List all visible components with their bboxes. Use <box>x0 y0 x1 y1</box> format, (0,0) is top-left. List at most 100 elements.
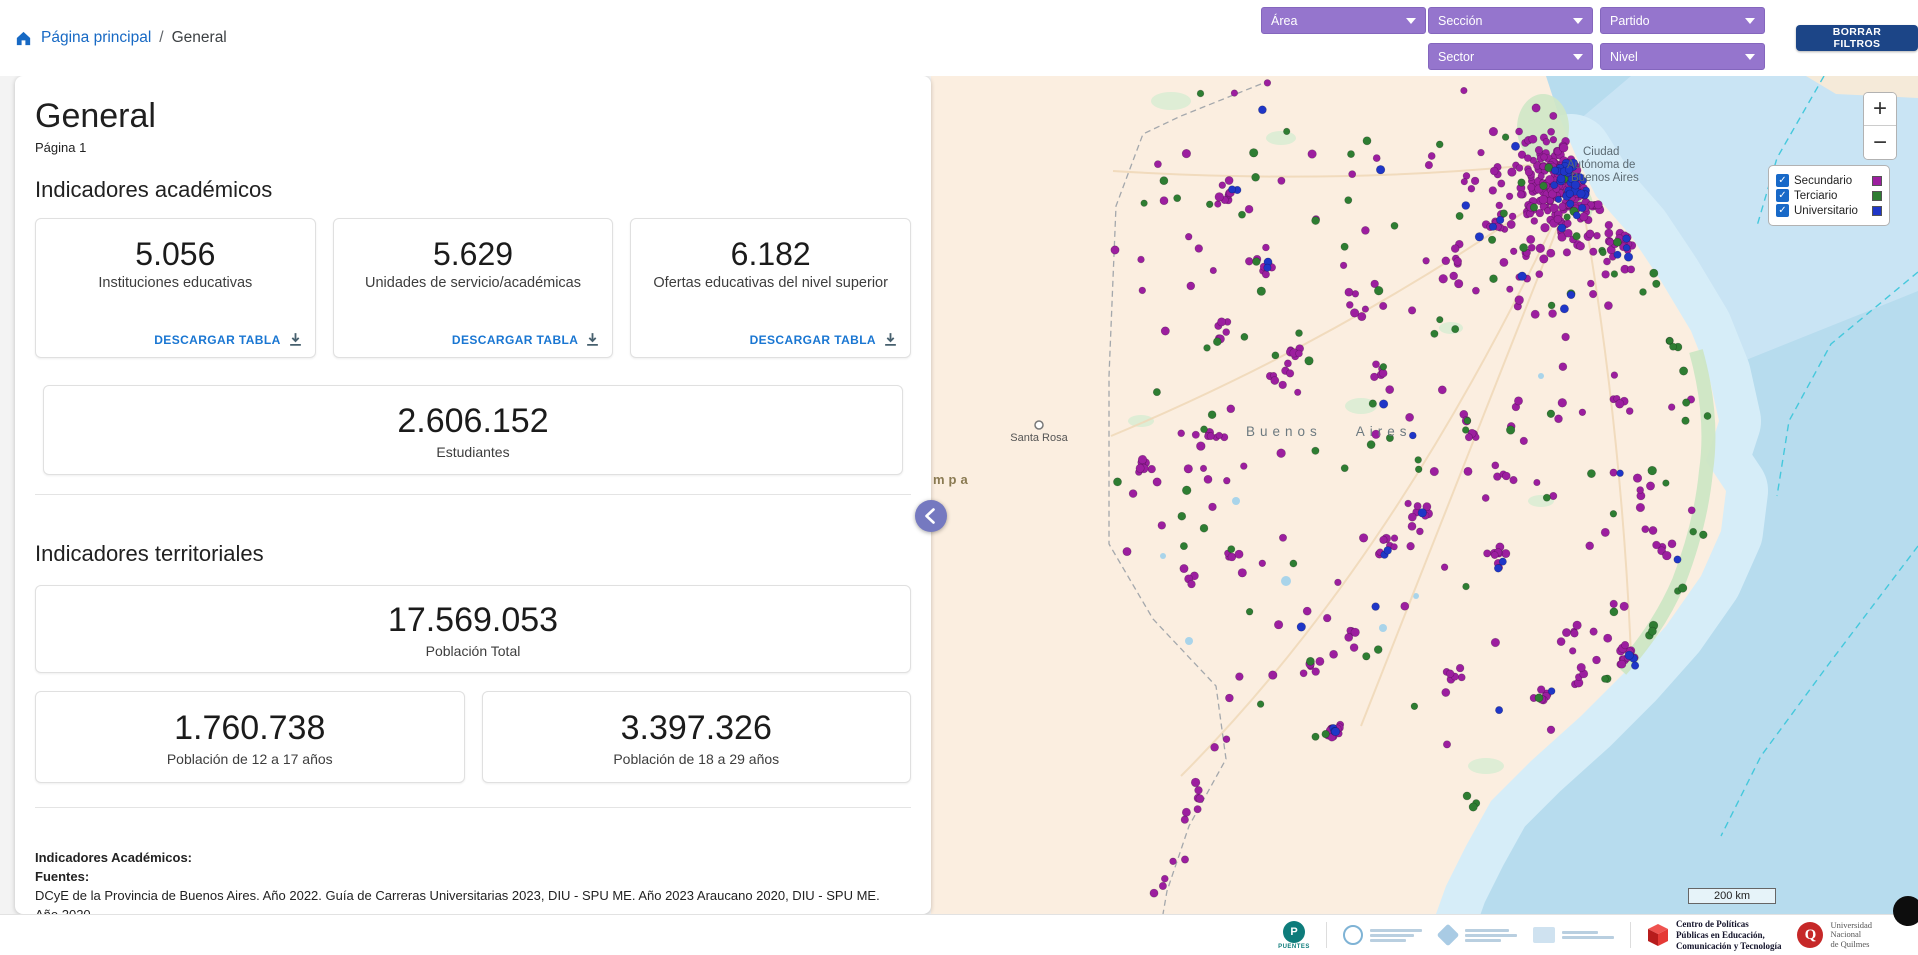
stat-label: Población de 12 a 17 años <box>36 751 464 767</box>
card-ofertas: 6.182 Ofertas educativas del nivel super… <box>630 218 911 358</box>
legend-checkbox-universitario[interactable]: ✓ <box>1776 204 1789 217</box>
floating-button[interactable] <box>1893 896 1918 926</box>
puentes-logo: P PUENTES <box>1278 921 1310 950</box>
stat-label: Unidades de servicio/académicas <box>334 275 613 291</box>
map-legend: ✓ Secundario ✓ Terciario ✓ Universitario <box>1768 165 1890 226</box>
divider <box>1630 922 1631 948</box>
footnote-sources-text: DCyE de la Provincia de Buenos Aires. Añ… <box>35 886 911 905</box>
academic-cards-row: 5.056 Instituciones educativas DESCARGAR… <box>35 218 911 358</box>
filter-partido-label: Partido <box>1610 14 1650 28</box>
divider <box>1326 922 1327 948</box>
red-cube-icon <box>1647 923 1669 947</box>
unq-emblem-icon: Q <box>1797 922 1823 948</box>
filter-seccion-label: Sección <box>1438 14 1482 28</box>
page-subtitle: Página 1 <box>35 140 911 155</box>
gov-emblem-icon <box>1437 924 1460 947</box>
gov-emblem-icon <box>1533 927 1555 943</box>
map-label-santa-rosa: Santa Rosa <box>1010 432 1068 444</box>
download-icon <box>883 332 898 347</box>
card-poblacion-12-17: 1.760.738 Población de 12 a 17 años <box>35 691 465 783</box>
section-heading-territoriales: Indicadores territoriales <box>35 541 911 567</box>
legend-row-secundario: ✓ Secundario <box>1776 174 1882 187</box>
home-icon[interactable] <box>14 29 33 48</box>
breadcrumb: Página principal / General <box>14 0 227 76</box>
unq-text-line: de Quilmes <box>1830 940 1872 950</box>
legend-swatch-universitario <box>1872 206 1882 216</box>
card-estudiantes: 2.606.152 Estudiantes <box>43 385 903 475</box>
gov-logo-1 <box>1343 925 1422 945</box>
topbar: Página principal / General Área Sección … <box>0 0 1918 76</box>
stat-value: 5.056 <box>36 235 315 273</box>
footnote-heading: Indicadores Académicos: <box>35 848 911 867</box>
download-table-link[interactable]: DESCARGAR TABLA <box>154 332 302 347</box>
breadcrumb-home-link[interactable]: Página principal <box>41 29 151 47</box>
download-table-link[interactable]: DESCARGAR TABLA <box>750 332 898 347</box>
stat-value: 17.569.053 <box>36 600 910 640</box>
filter-sector-select[interactable]: Sector <box>1428 43 1593 70</box>
divider <box>35 807 911 808</box>
stat-label: Población Total <box>36 643 910 659</box>
cppect-text-line: Públicas en Educación, <box>1676 930 1782 941</box>
filter-area-select[interactable]: Área <box>1261 7 1426 34</box>
chevron-down-icon <box>1745 18 1755 24</box>
chevron-down-icon <box>1573 18 1583 24</box>
download-icon <box>585 332 600 347</box>
legend-swatch-secundario <box>1872 176 1882 186</box>
filter-sector-label: Sector <box>1438 50 1474 64</box>
breadcrumb-current: General <box>172 29 227 47</box>
footnote-sources-heading: Fuentes: <box>35 867 911 886</box>
puentes-label: PUENTES <box>1278 944 1310 950</box>
legend-checkbox-terciario[interactable]: ✓ <box>1776 189 1789 202</box>
stat-value: 3.397.326 <box>483 708 911 748</box>
stat-label: Ofertas educativas del nivel superior <box>631 275 910 291</box>
map-label-caba: Buenos Aires <box>1571 172 1639 184</box>
download-table-label: DESCARGAR TABLA <box>452 333 578 347</box>
map-scale: 200 km <box>1688 888 1776 904</box>
map-label-caba: Autónoma de <box>1567 159 1635 171</box>
legend-checkbox-secundario[interactable]: ✓ <box>1776 174 1789 187</box>
panel-collapse-button[interactable] <box>915 500 947 532</box>
stat-label: Población de 18 a 29 años <box>483 751 911 767</box>
legend-label: Terciario <box>1794 190 1867 202</box>
cppect-text-line: Comunicación y Tecnología <box>1676 941 1782 952</box>
download-icon <box>288 332 303 347</box>
santa-rosa-marker <box>1035 421 1043 429</box>
legend-row-universitario: ✓ Universitario <box>1776 204 1882 217</box>
stat-label: Instituciones educativas <box>36 275 315 291</box>
filter-nivel-label: Nivel <box>1610 50 1638 64</box>
section-heading-academicos: Indicadores académicos <box>35 177 911 203</box>
stat-value: 1.760.738 <box>36 708 464 748</box>
chevron-left-icon <box>915 500 947 532</box>
card-poblacion-18-29: 3.397.326 Población de 18 a 29 años <box>482 691 912 783</box>
filter-seccion-select[interactable]: Sección <box>1428 7 1593 34</box>
territorial-cards-row: 1.760.738 Población de 12 a 17 años 3.39… <box>35 691 911 783</box>
stat-label: Estudiantes <box>44 444 902 460</box>
map[interactable]: Ciudad Autónoma de Buenos Aires Buenos A… <box>931 76 1918 914</box>
legend-row-terciario: ✓ Terciario <box>1776 189 1882 202</box>
card-instituciones: 5.056 Instituciones educativas DESCARGAR… <box>35 218 316 358</box>
filter-area-label: Área <box>1271 14 1297 28</box>
filter-nivel-select[interactable]: Nivel <box>1600 43 1765 70</box>
card-unidades: 5.629 Unidades de servicio/académicas DE… <box>333 218 614 358</box>
clear-filters-button[interactable]: BORRAR FILTROS <box>1796 25 1918 51</box>
download-table-link[interactable]: DESCARGAR TABLA <box>452 332 600 347</box>
legend-swatch-terciario <box>1872 191 1882 201</box>
map-label-pampa: mpa <box>933 472 972 487</box>
footer-bar: P PUENTES Centro de Políticas Públicas e… <box>0 914 1918 955</box>
gov-logo-2 <box>1438 925 1517 945</box>
download-table-label: DESCARGAR TABLA <box>750 333 876 347</box>
filter-partido-select[interactable]: Partido <box>1600 7 1765 34</box>
breadcrumb-separator: / <box>159 29 163 47</box>
chevron-down-icon <box>1406 18 1416 24</box>
divider <box>35 494 911 495</box>
chevron-down-icon <box>1745 54 1755 60</box>
puentes-emblem-icon: P <box>1283 921 1305 943</box>
zoom-out-button[interactable]: − <box>1864 126 1896 159</box>
page-title: General <box>35 96 911 136</box>
legend-label: Secundario <box>1794 175 1867 187</box>
zoom-in-button[interactable]: + <box>1864 93 1896 126</box>
map-label-caba: Ciudad <box>1583 146 1619 158</box>
footnote-sources-text-2: Año 2020 <box>35 905 911 914</box>
gov-logo-3 <box>1533 927 1614 943</box>
download-table-label: DESCARGAR TABLA <box>154 333 280 347</box>
